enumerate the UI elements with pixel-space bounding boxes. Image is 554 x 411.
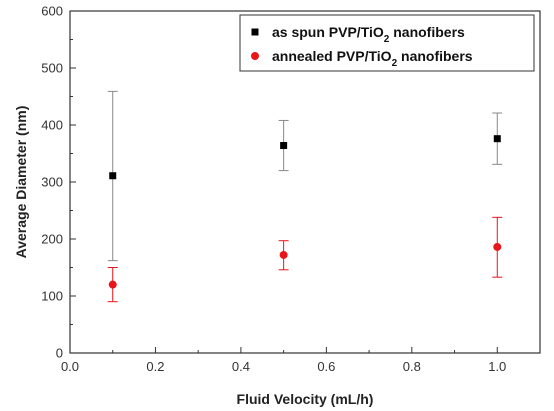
series-layer [107,90,503,303]
x-tick-label: 0.0 [61,359,79,374]
x-tick-label: 1.0 [488,359,506,374]
y-tick-label: 600 [41,4,63,19]
data-point [108,280,117,289]
legend-marker-circle [251,52,259,60]
data-point [493,135,501,143]
data-point [493,242,502,251]
x-tick-label: 0.6 [317,359,335,374]
y-tick-label: 200 [41,232,63,247]
legend-box [239,14,535,72]
y-tick-label: 500 [41,61,63,76]
legend: as spun PVP/TiO2 nanofibers annealed PVP/… [239,14,535,72]
y-axis: 0 100 200 300 400 500 600 [41,4,76,361]
y-tick-label: 0 [56,346,63,361]
x-tick-label: 0.2 [146,359,164,374]
y-axis-title: Average Diameter (nm) [13,106,29,259]
x-axis-title: Fluid Velocity (mL/h) [237,391,374,407]
y-tick-label: 100 [41,289,63,304]
legend-label: as spun PVP/TiO2 nanofibers [272,24,465,45]
legend-label: annealed PVP/TiO2 nanofibers [272,48,473,69]
series-2 [107,216,503,303]
y-tick-label: 300 [41,175,63,190]
x-tick-label: 0.8 [403,359,421,374]
x-axis: 0.0 0.2 0.4 0.6 0.8 1.0 [61,347,541,374]
data-point [280,142,288,150]
data-point [109,172,117,180]
x-tick-label: 0.4 [232,359,250,374]
series-1 [107,90,503,262]
data-point [279,250,288,259]
y-tick-label: 400 [41,118,63,133]
legend-marker-square [251,28,259,36]
